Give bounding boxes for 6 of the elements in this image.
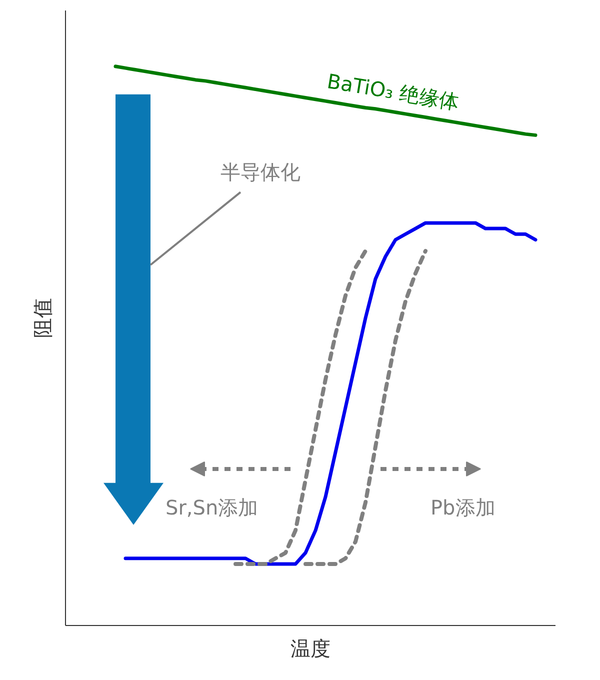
- annotation: Sr,Sn添加: [166, 495, 258, 520]
- text: BaTiO₃ 绝缘体: [326, 69, 461, 114]
- y-axis-title: 阻值: [30, 298, 54, 338]
- annotation: 半导体化: [220, 160, 300, 184]
- x-axis-title: 温度: [290, 636, 330, 660]
- annotation: Pb添加: [430, 495, 496, 520]
